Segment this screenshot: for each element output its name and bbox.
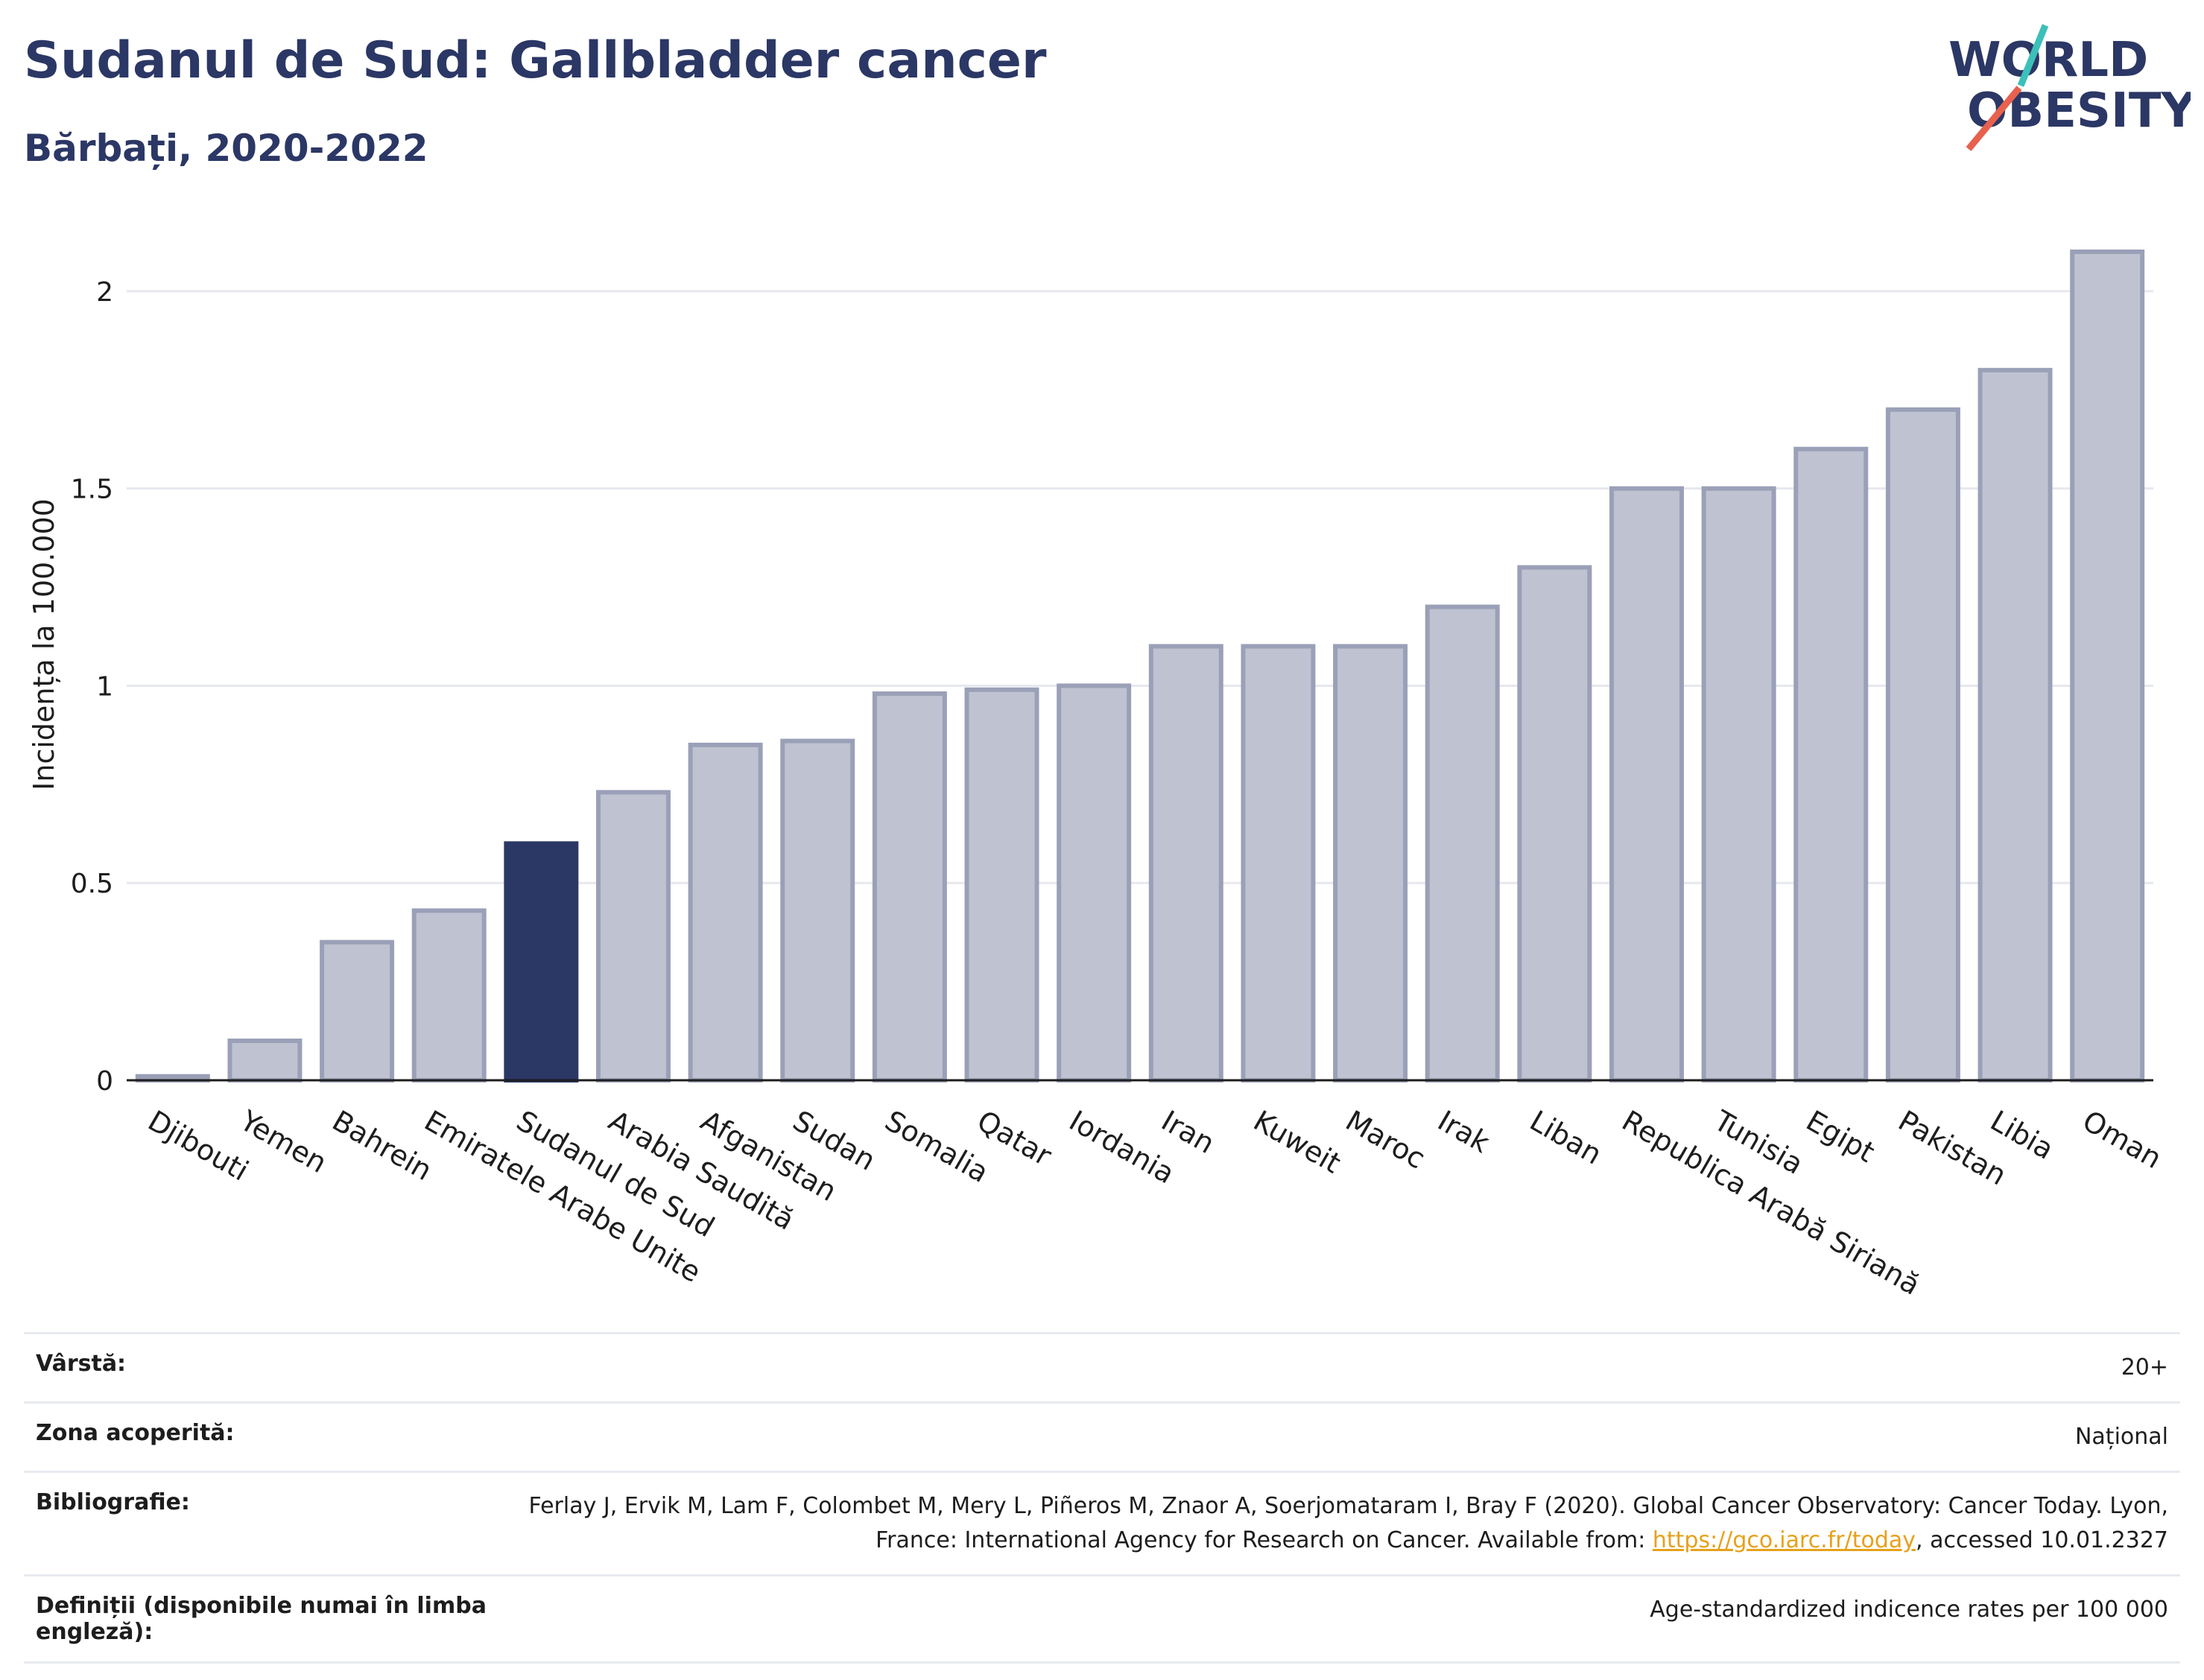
bar-maroc	[1333, 644, 1408, 1083]
x-tick-label: Somalia	[879, 1104, 994, 1189]
bar-qatar	[964, 687, 1039, 1083]
bar-tunisia	[1701, 486, 1776, 1083]
bar-egipt	[1793, 446, 1869, 1083]
bar-afganistan	[688, 742, 763, 1083]
meta-value: Ferlay J, Ervik M, Lam F, Colombet M, Me…	[510, 1471, 2180, 1576]
y-tick-label: 1	[96, 671, 113, 702]
y-axis-label: Incidența la 100.000	[28, 498, 60, 790]
bar-sudanul-de-sud	[504, 841, 579, 1083]
meta-key: Bibliografie:	[24, 1471, 510, 1576]
bar-oman	[2070, 249, 2145, 1083]
meta-value: Național	[510, 1401, 2180, 1473]
meta-value: Age-standardized indicence rates per 100…	[510, 1574, 2180, 1664]
bar-sudan	[780, 738, 855, 1083]
x-tick-label: Djibouti	[142, 1104, 254, 1188]
world-obesity-logo: WORLD OBESITY	[1948, 24, 2191, 151]
logo-text-world: WORLD	[1948, 33, 2148, 88]
chart-title: Sudanul de Sud: Gallbladder cancer	[24, 31, 1047, 90]
bar-pakistan	[1885, 407, 1960, 1083]
y-tick-label: 0	[96, 1066, 113, 1097]
x-tick-label: Maroc	[1340, 1104, 1431, 1176]
meta-row-bibliography: Bibliografie: Ferlay J, Ervik M, Lam F, …	[24, 1471, 2180, 1576]
meta-row-area: Zona acoperită: Național	[24, 1401, 2180, 1473]
source-link[interactable]: https://gco.iarc.fr/today	[1652, 1527, 1916, 1553]
metadata-table: Vârstă: 20+ Zona acoperită: Național Bib…	[24, 1332, 2180, 1664]
bar-republica-arabă-siriană	[1609, 486, 1684, 1083]
bibliography-text: Ferlay J, Ervik M, Lam F, Colombet M, Me…	[528, 1493, 2168, 1553]
bar-bahrein	[320, 939, 395, 1083]
bar-somalia	[872, 691, 947, 1083]
meta-key: Zona acoperită:	[24, 1401, 510, 1473]
meta-row-definitions: Definiții (disponibile numai în limba en…	[24, 1574, 2180, 1664]
logo-slash-red	[1966, 86, 2022, 151]
x-tick-label: Oman	[2077, 1104, 2167, 1175]
x-tick-label: Egipt	[1801, 1104, 1881, 1169]
chart-subtitle: Bărbați, 2020-2022	[24, 127, 428, 170]
bar-arabia-saudită	[596, 790, 671, 1083]
bar-emiratele-arabe-unite	[411, 908, 487, 1083]
meta-key: Vârstă:	[24, 1332, 510, 1404]
y-tick-label: 2	[96, 277, 113, 308]
x-tick-label: Irak	[1432, 1104, 1495, 1159]
bar-irak	[1425, 604, 1500, 1083]
bar-kuweit	[1241, 644, 1316, 1083]
meta-row-age: Vârstă: 20+	[24, 1332, 2180, 1404]
bar-liban	[1517, 565, 1592, 1083]
y-tick-label: 1.5	[71, 475, 113, 505]
x-tick-label: Iran	[1156, 1104, 1220, 1160]
x-tick-label: Yemen	[234, 1103, 332, 1179]
x-tick-label: Kuweit	[1248, 1104, 1346, 1180]
bar-iordania	[1057, 683, 1132, 1083]
meta-value: 20+	[510, 1332, 2180, 1404]
y-tick-label: 0.5	[71, 869, 113, 899]
bar-iran	[1148, 644, 1223, 1083]
x-tick-label: Bahrein	[327, 1104, 438, 1187]
bars	[135, 249, 2145, 1083]
bar-yemen	[227, 1039, 303, 1083]
x-tick-label: Iordania	[1064, 1104, 1180, 1190]
bar-libia	[1977, 367, 2053, 1083]
logo-slash-teal	[2017, 24, 2049, 87]
x-tick-label: Liban	[1524, 1104, 1607, 1171]
bibliography-accessed: , accessed 10.01.2327	[1916, 1527, 2168, 1553]
meta-key: Definiții (disponibile numai în limba en…	[24, 1574, 510, 1664]
